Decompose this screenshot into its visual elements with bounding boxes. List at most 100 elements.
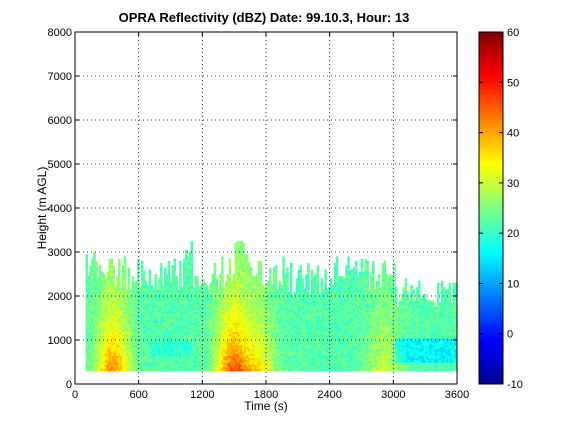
heat-cell: [274, 291, 278, 295]
heat-cell: [205, 315, 209, 319]
heat-cell: [171, 285, 175, 288]
heat-cell: [97, 326, 100, 330]
heat-cell: [251, 340, 255, 343]
heat-cell: [228, 263, 232, 266]
heat-cell: [137, 329, 140, 332]
heat-cell: [225, 331, 228, 334]
heat-cell: [186, 296, 190, 299]
heat-cell: [253, 362, 257, 365]
heat-cell: [158, 364, 161, 367]
heat-cell: [219, 278, 222, 282]
heat-cell: [270, 333, 274, 337]
heat-cell: [173, 335, 176, 339]
heat-cell: [171, 346, 175, 350]
heat-cell: [106, 320, 110, 323]
heat-cell: [116, 359, 119, 363]
heat-cell: [226, 293, 230, 297]
heat-cell: [190, 331, 194, 334]
heat-cell: [228, 315, 232, 319]
heat-cell: [163, 359, 167, 363]
heat-cell: [114, 311, 117, 315]
heat-cell: [278, 333, 282, 337]
heat-cell: [183, 362, 186, 365]
heat-cell: [137, 260, 140, 264]
heat-cell: [272, 322, 276, 326]
heat-cell: [204, 340, 207, 343]
heat-cell: [141, 359, 144, 363]
heat-cell: [181, 351, 184, 354]
heat-cell: [261, 335, 264, 339]
heat-cell: [93, 324, 96, 328]
heat-cell: [112, 337, 115, 341]
heat-cell: [129, 322, 133, 326]
heat-cell: [129, 318, 133, 321]
heat-cell: [247, 263, 251, 266]
heat-cell: [119, 302, 123, 306]
heat-cell: [198, 329, 201, 332]
heat-cell: [234, 263, 238, 266]
heat-cell: [225, 344, 228, 348]
heat-cell: [102, 320, 106, 323]
heat-cell: [127, 315, 131, 319]
heat-cell: [156, 355, 159, 359]
heat-cell: [123, 280, 127, 284]
heat-cell: [204, 315, 207, 319]
heat-cell: [142, 274, 146, 277]
heat-cell: [234, 271, 238, 275]
heat-cell: [265, 335, 268, 339]
heat-cell: [89, 304, 92, 308]
heat-cell: [232, 300, 236, 304]
heat-cell: [213, 278, 217, 282]
heat-cell: [156, 337, 159, 341]
heat-cell: [175, 329, 178, 332]
heat-cell: [253, 324, 257, 328]
heat-cell: [280, 362, 283, 365]
heat-cell: [267, 324, 270, 328]
heat-cell: [207, 313, 211, 317]
heat-cell: [110, 304, 113, 308]
heat-cell: [141, 342, 144, 345]
heat-cell: [253, 337, 257, 341]
heat-cell: [188, 300, 192, 304]
heat-cell: [89, 324, 92, 328]
heat-cell: [91, 311, 94, 315]
heat-cell: [179, 304, 182, 308]
heat-cell: [242, 304, 245, 308]
heat-cell: [173, 329, 176, 332]
heat-cell: [272, 359, 276, 363]
heat-cell: [196, 333, 199, 337]
heat-cell: [211, 366, 215, 370]
heat-cell: [204, 307, 207, 310]
heat-cell: [95, 267, 98, 271]
heat-cell: [211, 300, 215, 304]
heat-cell: [102, 302, 106, 306]
heat-cell: [148, 348, 152, 352]
heat-cell: [257, 364, 261, 367]
heat-cell: [106, 300, 110, 304]
heat-cell: [225, 362, 228, 365]
heat-cell: [265, 324, 268, 328]
heat-cell: [251, 311, 255, 315]
heat-cell: [293, 346, 297, 350]
heat-cell: [188, 368, 192, 372]
heat-cell: [141, 265, 144, 268]
heat-cell: [194, 348, 197, 352]
heat-cell: [98, 315, 102, 319]
heat-cell: [270, 320, 274, 323]
heat-cell: [226, 287, 230, 290]
heat-cell: [158, 333, 161, 337]
heat-cell: [118, 353, 121, 356]
heat-cell: [112, 304, 115, 308]
heat-cell: [215, 304, 218, 308]
heat-cell: [131, 351, 134, 354]
heat-cell: [261, 293, 264, 297]
heat-cell: [265, 289, 268, 293]
heat-cell: [228, 258, 232, 262]
heat-cell: [186, 337, 190, 341]
heat-cell: [146, 296, 150, 299]
heat-cell: [249, 296, 253, 299]
heat-cell: [95, 320, 98, 323]
heat-cell: [131, 346, 134, 350]
heat-cell: [225, 340, 228, 343]
heat-cell: [95, 313, 98, 317]
